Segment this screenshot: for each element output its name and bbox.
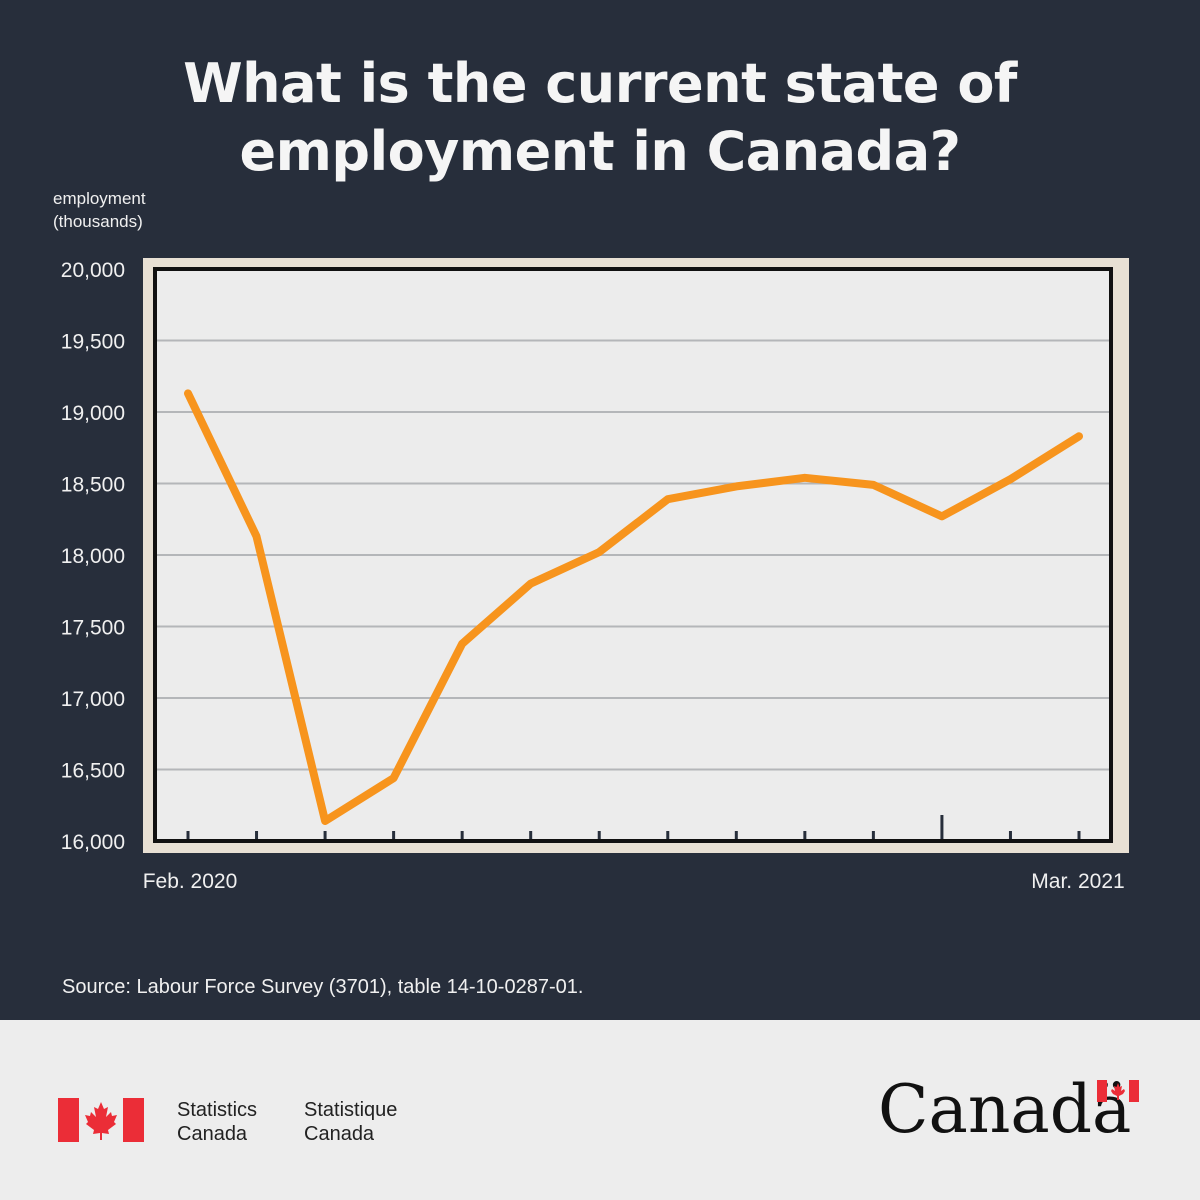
statistics-canada-label: Statistics Canada: [177, 1098, 257, 1146]
data-point: [872, 484, 874, 486]
x-tick-marks: [186, 815, 1081, 839]
y-tick-label: 17,000: [61, 688, 125, 711]
source-note: Source: Labour Force Survey (3701), tabl…: [62, 976, 584, 998]
data-point: [1009, 478, 1011, 480]
agency-fr-line-2: Canada: [304, 1123, 375, 1145]
data-point: [324, 820, 326, 822]
y-tick-label: 18,500: [61, 474, 125, 497]
x-tick-label-end: Mar. 2021: [1031, 870, 1124, 893]
agency-en-line-1: Statistics: [177, 1099, 258, 1121]
data-point: [393, 777, 395, 779]
chart-title-line-2: employment in Canada?: [239, 120, 961, 183]
y-tick-label: 17,500: [61, 617, 125, 640]
x-tick-labels: Feb. 2020 Mar. 2021: [143, 870, 1125, 893]
y-tick-label: 18,000: [61, 545, 125, 568]
wordmark-flag-icon: [1097, 1080, 1139, 1102]
y-axis-label-line-1: employment: [53, 189, 146, 208]
employment-series-line: [184, 389, 1083, 825]
data-point: [187, 392, 189, 394]
y-tick-label: 19,000: [61, 402, 125, 425]
employment-line-chart: 16,000 16,500 17,000 17,500 18,000 18,500 19,0…: [61, 258, 1129, 893]
footer: Statistics Canada Statistique Canada Can…: [0, 1020, 1200, 1200]
data-point: [598, 551, 600, 553]
y-tick-label: 19,500: [61, 331, 125, 354]
data-point: [941, 515, 943, 517]
data-point: [735, 485, 737, 487]
y-tick-label: 20,000: [61, 259, 125, 282]
agency-fr-line-1: Statistique: [304, 1099, 398, 1121]
canada-wordmark: Canadä: [878, 1071, 1132, 1148]
data-point: [667, 498, 669, 500]
y-axis-label-line-2: (thousands): [53, 212, 143, 231]
x-tick-label-start: Feb. 2020: [143, 870, 238, 893]
series-employment: [184, 389, 1083, 825]
chart-title: What is the current state of employment …: [0, 50, 1200, 186]
y-tick-label: 16,000: [61, 831, 125, 854]
data-point: [461, 643, 463, 645]
maple-leaf-icon: [85, 1102, 117, 1140]
y-tick-label: 16,500: [61, 760, 125, 783]
chart-title-line-1: What is the current state of: [183, 52, 1017, 115]
gridlines: [157, 339, 1109, 771]
agency-en-line-2: Canada: [177, 1123, 248, 1145]
statistique-canada-label: Statistique Canada: [304, 1098, 397, 1146]
canada-flag-icon: [58, 1098, 144, 1142]
data-point: [1078, 435, 1080, 437]
y-axis-label: employment (thousands): [53, 187, 146, 233]
data-point: [256, 535, 258, 537]
y-tick-labels: 16,000 16,500 17,000 17,500 18,000 18,500 19,0…: [61, 259, 125, 854]
data-point: [530, 583, 532, 585]
data-point: [804, 477, 806, 479]
